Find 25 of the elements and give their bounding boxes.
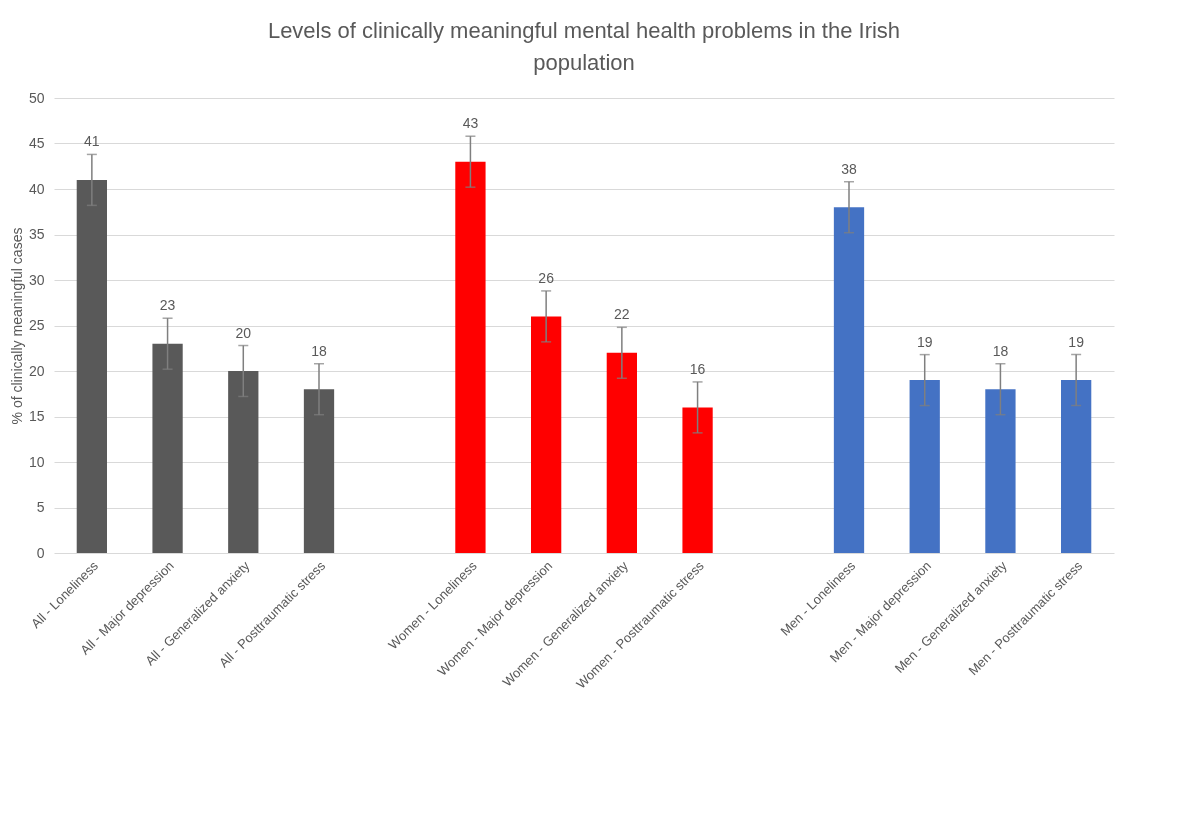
data-label: 41	[84, 133, 100, 150]
data-label: 18	[992, 342, 1009, 359]
y-tick-label: 0	[36, 544, 45, 561]
y-tick-label: 45	[28, 135, 45, 151]
data-label: 23	[159, 297, 176, 314]
data-label: 18	[311, 342, 327, 359]
y-tick-label: 30	[28, 271, 45, 288]
data-label: 43	[462, 115, 479, 132]
y-tick-label: 5	[36, 499, 45, 515]
y-tick-label: 20	[28, 362, 45, 379]
y-tick-label: 25	[28, 317, 45, 333]
y-tick-label: 15	[28, 408, 45, 424]
data-label: 19	[916, 333, 933, 350]
y-tick-label: 40	[28, 180, 45, 197]
data-label: 26	[538, 269, 555, 286]
data-label: 19	[1068, 333, 1085, 350]
y-tick-label: 10	[28, 453, 45, 470]
y-tick-label: 50	[28, 89, 45, 106]
y-tick-label: 35	[28, 226, 45, 242]
data-label: 38	[841, 160, 857, 177]
data-label: 16	[689, 360, 706, 377]
chart-title: Levels of clinically meaningful mental health problems in the Irish population	[267, 18, 901, 75]
data-label: 20	[235, 324, 252, 341]
data-label: 22	[614, 306, 630, 323]
y-axis-title: % of clinically meaningful cases	[8, 227, 25, 425]
